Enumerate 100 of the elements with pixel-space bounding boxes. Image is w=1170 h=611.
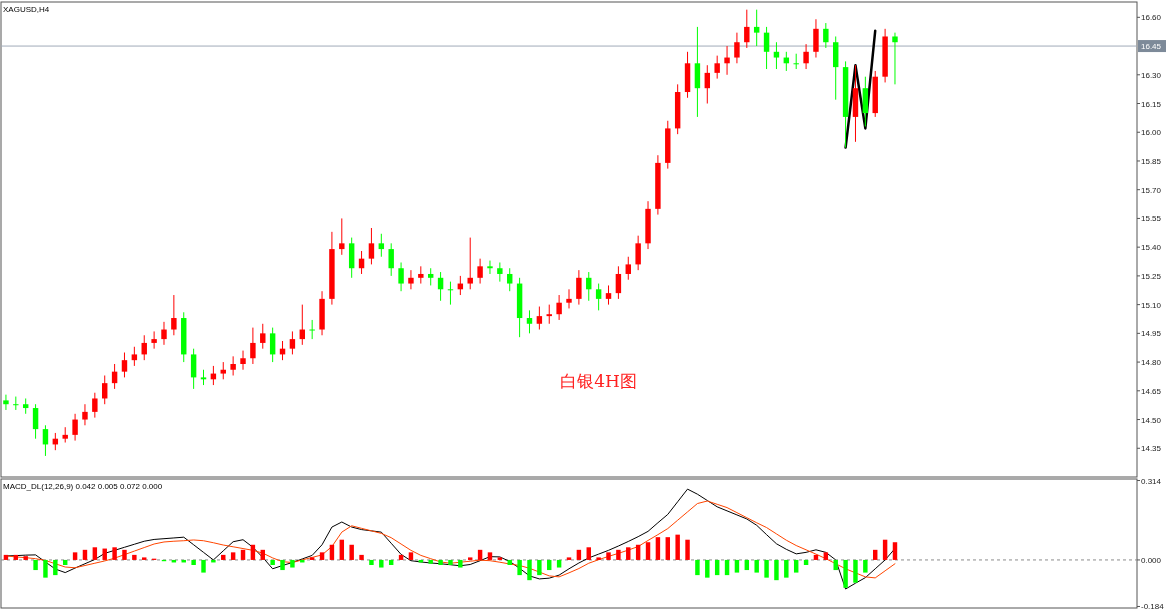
candlestick bbox=[615, 265, 622, 300]
bar bbox=[329, 544, 335, 560]
y-tick-label: 14.80 bbox=[1141, 358, 1162, 368]
bar bbox=[309, 557, 315, 560]
bar bbox=[645, 542, 651, 560]
bar bbox=[72, 552, 78, 560]
y-tick-label: 15.25 bbox=[1141, 271, 1162, 281]
bar bbox=[132, 554, 137, 560]
bar bbox=[764, 559, 769, 578]
bar bbox=[270, 559, 275, 565]
bar bbox=[369, 559, 374, 565]
candlestick bbox=[121, 352, 128, 378]
candlestick bbox=[714, 55, 720, 80]
candlestick bbox=[447, 281, 454, 306]
candlestick bbox=[171, 294, 177, 336]
bar bbox=[428, 559, 433, 564]
y-tick-label: -0.184 bbox=[1141, 602, 1165, 611]
bar bbox=[62, 559, 68, 565]
candlestick bbox=[803, 43, 809, 70]
bar bbox=[468, 557, 473, 560]
bar bbox=[586, 547, 591, 560]
ref-line-label: 16.45 bbox=[1141, 42, 1162, 52]
chart-title: MACD_DL(12,26,9) 0.042 0.005 0.072 0.000 bbox=[3, 482, 163, 491]
y-tick-label: 14.50 bbox=[1141, 415, 1162, 425]
bar bbox=[823, 552, 829, 560]
bar bbox=[527, 559, 532, 581]
bar bbox=[379, 559, 384, 568]
y-tick-label: 14.95 bbox=[1141, 329, 1162, 339]
candlestick bbox=[339, 217, 345, 256]
y-tick-label: 15.70 bbox=[1141, 185, 1162, 195]
candlestick bbox=[477, 258, 483, 285]
bar bbox=[33, 559, 38, 571]
candlestick bbox=[526, 309, 533, 334]
bar bbox=[507, 559, 512, 565]
candlestick bbox=[566, 288, 572, 309]
bar bbox=[724, 559, 730, 576]
chart-title: XAGUSD,H4 bbox=[3, 5, 50, 14]
candlestick bbox=[734, 32, 740, 64]
candlestick bbox=[309, 319, 315, 340]
candlestick bbox=[3, 394, 9, 411]
candlestick bbox=[724, 45, 730, 76]
candlestick bbox=[13, 396, 19, 411]
candlestick bbox=[388, 242, 394, 277]
bar bbox=[734, 559, 740, 573]
candlestick bbox=[42, 424, 49, 457]
bar bbox=[359, 554, 364, 560]
candlestick bbox=[289, 330, 296, 355]
bar bbox=[665, 537, 671, 560]
bar bbox=[606, 552, 611, 560]
candlestick bbox=[753, 9, 760, 47]
bar bbox=[438, 559, 443, 565]
bar bbox=[774, 559, 779, 581]
candlestick bbox=[102, 374, 108, 405]
bar bbox=[191, 559, 196, 565]
bar bbox=[53, 559, 58, 576]
candlestick bbox=[763, 26, 770, 70]
y-tick-label: 15.10 bbox=[1141, 300, 1162, 310]
bar bbox=[833, 559, 838, 571]
candlestick bbox=[151, 330, 157, 350]
y-tick-label: 15.40 bbox=[1141, 243, 1162, 253]
bar bbox=[626, 547, 631, 560]
candlestick bbox=[546, 304, 552, 325]
candlestick bbox=[576, 269, 582, 306]
candlestick bbox=[260, 323, 266, 350]
bar bbox=[843, 559, 848, 588]
bar bbox=[596, 557, 601, 560]
candlestick bbox=[72, 413, 78, 442]
bar bbox=[793, 559, 799, 573]
bar bbox=[863, 559, 868, 573]
y-tick-label: 0.000 bbox=[1141, 555, 1162, 565]
bar bbox=[705, 559, 710, 578]
candlestick bbox=[230, 355, 236, 376]
y-tick-label: 15.55 bbox=[1141, 214, 1162, 224]
bar bbox=[290, 559, 295, 568]
candlestick bbox=[536, 306, 543, 331]
bar bbox=[566, 557, 572, 560]
candlestick bbox=[773, 41, 780, 70]
bar bbox=[448, 559, 453, 565]
candlestick bbox=[892, 32, 898, 85]
candlestick bbox=[240, 350, 246, 371]
candlestick bbox=[704, 64, 711, 105]
bar bbox=[43, 559, 48, 578]
bar bbox=[754, 559, 759, 573]
bar bbox=[3, 554, 9, 560]
bar bbox=[408, 552, 414, 560]
bar bbox=[398, 554, 404, 560]
candlestick bbox=[398, 261, 404, 292]
bar bbox=[685, 539, 690, 560]
candlestick bbox=[813, 18, 819, 59]
candlestick bbox=[368, 227, 375, 265]
bar bbox=[211, 559, 216, 563]
bar bbox=[221, 554, 226, 560]
bar bbox=[201, 559, 206, 573]
candlestick bbox=[250, 327, 256, 365]
y-tick-label: 16.60 bbox=[1141, 13, 1162, 23]
bar bbox=[892, 542, 898, 560]
bar bbox=[655, 537, 661, 560]
candlestick bbox=[793, 53, 799, 70]
y-tick-label: 16.30 bbox=[1141, 70, 1162, 80]
y-tick-label: 14.65 bbox=[1141, 386, 1162, 396]
